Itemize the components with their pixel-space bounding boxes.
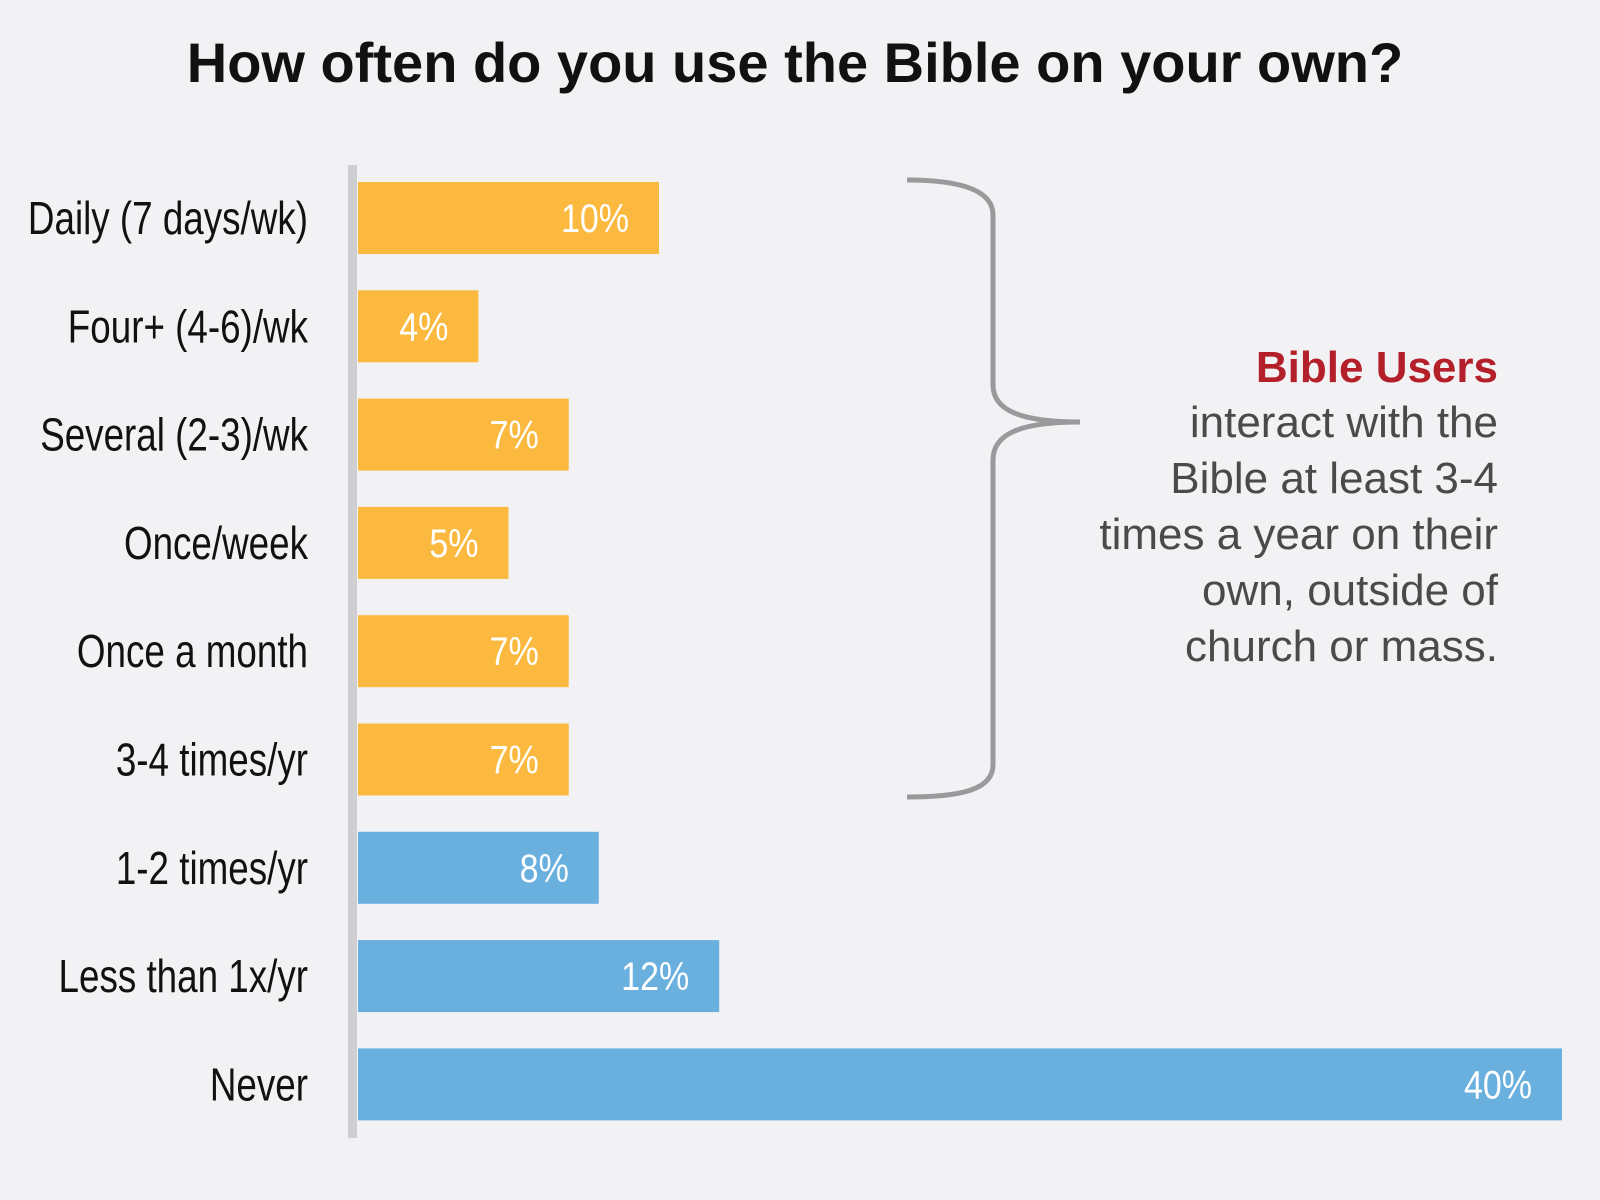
bar-2	[358, 398, 569, 471]
category-label: Daily (7 days/wk)	[28, 192, 308, 244]
annotation-line: own, outside of	[1202, 566, 1499, 615]
annotation-line: church or mass.	[1185, 622, 1498, 671]
bar-6	[358, 831, 599, 904]
category-label: Never	[210, 1058, 308, 1110]
category-label: Less than 1x/yr	[59, 950, 309, 1002]
category-label: Four+ (4-6)/wk	[68, 300, 308, 352]
chart-title: How often do you use the Bible on your o…	[187, 31, 1403, 94]
category-label: Once/week	[124, 517, 308, 569]
value-label: 7%	[490, 412, 539, 457]
annotation-line: interact with the	[1190, 398, 1498, 447]
category-label: 1-2 times/yr	[116, 842, 308, 894]
y-axis-line	[348, 165, 357, 1138]
value-label: 7%	[490, 629, 539, 674]
bar-3	[358, 506, 509, 579]
bar-5	[358, 723, 569, 796]
value-label: 7%	[490, 737, 539, 782]
value-label: 10%	[561, 195, 629, 240]
annotation: Bible Users interact with the Bible at le…	[1099, 343, 1498, 671]
annotation-heading: Bible Users	[1256, 343, 1498, 392]
value-label: 4%	[399, 304, 448, 349]
value-label: 8%	[520, 845, 569, 890]
bracket	[906, 177, 1081, 800]
bar-4	[358, 615, 569, 688]
annotation-line: times a year on their	[1099, 510, 1498, 559]
value-label: 5%	[429, 520, 478, 565]
bar-7	[358, 940, 720, 1013]
category-label: 3-4 times/yr	[116, 734, 308, 786]
bar-0	[358, 182, 659, 254]
bar-1	[358, 290, 479, 363]
category-label: Once a month	[77, 625, 308, 677]
value-label: 12%	[621, 953, 689, 998]
annotation-line: Bible at least 3-4	[1170, 454, 1498, 503]
bar-8	[358, 1048, 1562, 1121]
category-label: Several (2-3)/wk	[40, 409, 308, 461]
value-label: 40%	[1464, 1062, 1532, 1107]
